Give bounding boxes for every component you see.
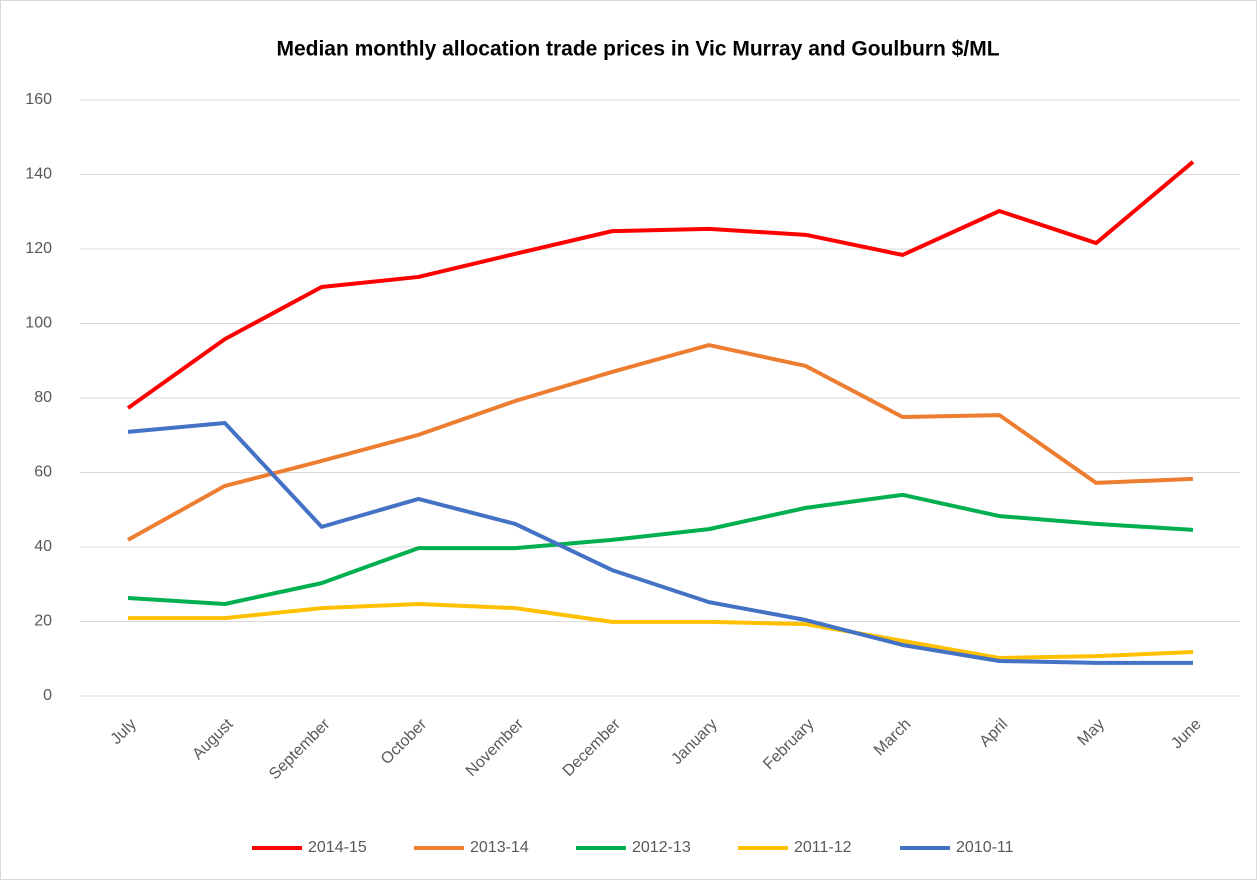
y-tick-label: 80: [34, 389, 52, 406]
series-line: [127, 343, 1194, 542]
legend-label: 2011-12: [794, 839, 852, 856]
y-tick-label: 20: [34, 613, 52, 630]
series-line: [127, 492, 1194, 606]
y-tick-label: 0: [43, 687, 52, 704]
y-tick-label: 100: [25, 315, 52, 332]
series-line: [127, 420, 1193, 665]
series-line: [128, 601, 1194, 661]
y-tick-label: 140: [25, 166, 52, 183]
series-line: [126, 160, 1195, 410]
legend-label: 2014-15: [308, 839, 367, 856]
y-tick-label: 120: [25, 240, 52, 257]
legend-label: 2013-14: [470, 839, 529, 856]
y-tick-label: 160: [25, 91, 52, 108]
y-tick-label: 40: [34, 538, 52, 555]
legend-label: 2010-11: [956, 839, 1014, 856]
y-tick-label: 60: [34, 464, 52, 481]
chart-title: Median monthly allocation trade prices i…: [276, 38, 999, 61]
legend-label: 2012-13: [632, 839, 691, 856]
